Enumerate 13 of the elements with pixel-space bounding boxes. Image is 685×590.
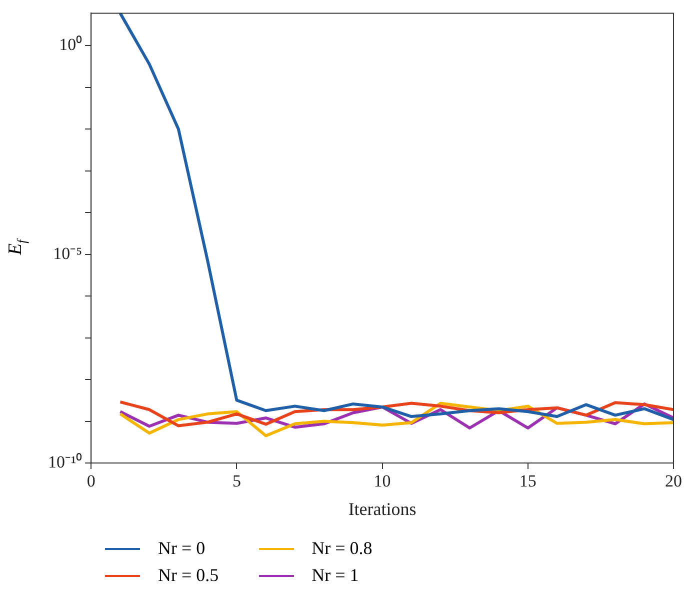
y-tick-label: 10⁰	[59, 35, 82, 54]
y-tick-label: 10⁻⁵	[53, 244, 82, 263]
x-tick-label: 15	[519, 472, 536, 491]
legend-label: Nr = 1	[312, 565, 359, 586]
x-tick-label: 5	[232, 472, 241, 491]
x-tick-label: 20	[665, 472, 682, 491]
legend-label: Nr = 0.8	[312, 538, 372, 559]
legend-label: Nr = 0	[158, 538, 206, 559]
x-tick-label: 10	[374, 472, 391, 491]
x-tick-label: 0	[86, 472, 96, 491]
legend-label: Nr = 0.5	[158, 565, 219, 586]
y-tick-label: 10⁻¹⁰	[48, 452, 82, 472]
x-axis-title: Iterations	[348, 498, 416, 519]
